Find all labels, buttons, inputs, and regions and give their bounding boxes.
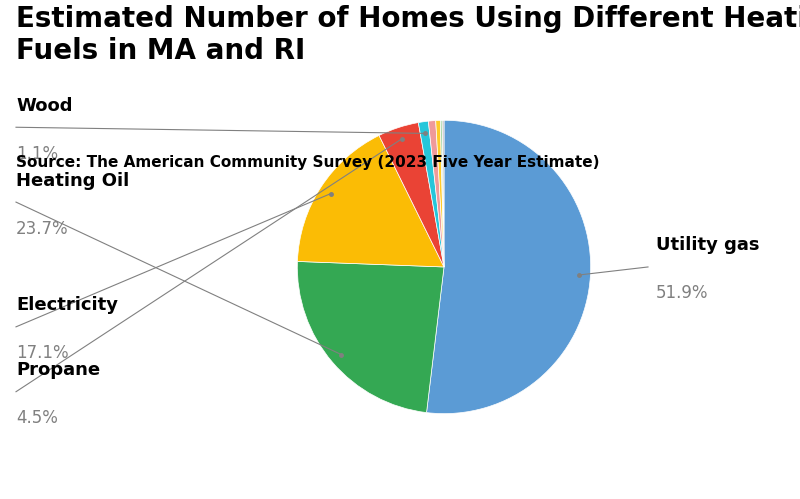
Text: Source: The American Community Survey (2023 Five Year Estimate): Source: The American Community Survey (2… [16,155,599,170]
Text: Propane: Propane [16,361,100,379]
Text: 4.5%: 4.5% [16,409,58,427]
Wedge shape [418,121,444,267]
Text: Wood: Wood [16,97,73,115]
Text: 1.1%: 1.1% [16,145,58,163]
Text: Estimated Number of Homes Using Different Heating
Fuels in MA and RI: Estimated Number of Homes Using Differen… [16,5,800,65]
Wedge shape [428,121,444,267]
Text: 51.9%: 51.9% [656,284,709,302]
Wedge shape [298,135,444,267]
Wedge shape [379,123,444,267]
Wedge shape [440,120,444,267]
Wedge shape [442,120,444,267]
Text: 17.1%: 17.1% [16,344,69,362]
Text: Electricity: Electricity [16,296,118,314]
Text: Heating Oil: Heating Oil [16,172,130,190]
Text: Utility gas: Utility gas [656,237,759,254]
Wedge shape [298,261,444,413]
Wedge shape [426,120,590,414]
Wedge shape [436,120,444,267]
Text: 23.7%: 23.7% [16,220,69,238]
